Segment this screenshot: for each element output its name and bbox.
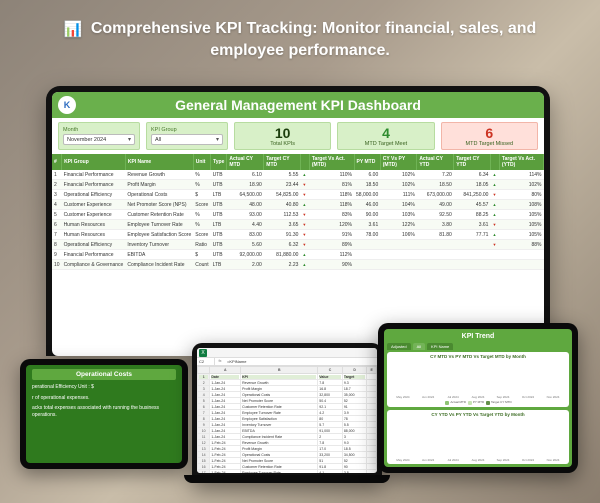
dashboard-header: K General Management KPI Dashboard xyxy=(52,92,544,118)
sheet-row[interactable]: 171-Feb-24Employee Turnover Rate4.13.8 xyxy=(198,470,377,474)
tablet-operational-costs: Operational Costs perational Efficiency … xyxy=(20,359,188,469)
formula-value[interactable]: =KPIName xyxy=(225,358,377,365)
month-filter-label: Month xyxy=(63,127,135,133)
trend-tab[interactable]: Adjusted xyxy=(387,343,411,350)
month-filter-value[interactable]: November 2024 ▾ xyxy=(63,134,135,145)
kpi-col-header[interactable]: Target CY YTD xyxy=(454,154,491,170)
bar-chart-icon: 📊 xyxy=(64,21,83,38)
x-axis-label: Aug 2024 xyxy=(467,458,489,462)
month-filter[interactable]: Month November 2024 ▾ xyxy=(58,122,140,150)
cell-reference[interactable]: C2 xyxy=(197,358,215,365)
x-axis-label: May 2024 xyxy=(392,458,414,462)
kpi-col-header[interactable]: Actual CY YTD xyxy=(417,154,454,170)
opcosts-line: acks total expenses associated with runn… xyxy=(32,405,176,418)
x-axis-label: Oct 2024 xyxy=(517,458,539,462)
table-row[interactable]: 1Financial PerformanceRevenue Growth%UTB… xyxy=(52,170,544,180)
trend-tab[interactable]: All xyxy=(413,343,425,350)
table-row[interactable]: 2Financial PerformanceProfit Margin%UTB1… xyxy=(52,180,544,190)
opcosts-line: r of operational expenses. xyxy=(32,395,176,402)
spreadsheet-screen: X C2 fx =KPIName ABCDE 1DateKPIValueTarg… xyxy=(197,348,377,473)
filters-row: Month November 2024 ▾ KPI Group All ▾ 10… xyxy=(52,118,544,154)
sheet-col-header[interactable]: D xyxy=(342,367,367,374)
table-row[interactable]: 10Compliance & GovernanceCompliance Inci… xyxy=(52,260,544,270)
kpigroup-filter[interactable]: KPI Group All ▾ xyxy=(146,122,228,150)
table-row[interactable]: 6Human ResourcesEmployee Turnover Rate%L… xyxy=(52,220,544,230)
opcosts-screen: Operational Costs perational Efficiency … xyxy=(26,365,182,463)
kpi-col-header[interactable] xyxy=(490,154,499,170)
excel-toolbar: X xyxy=(197,348,377,358)
trend-chart-mtd: CY MTD Vs PY MTD Vs Target MTD by Month … xyxy=(387,352,569,407)
fx-icon: fx xyxy=(215,358,225,365)
kpi-col-header[interactable]: KPI Name xyxy=(125,154,193,170)
main-laptop-frame: K General Management KPI Dashboard Month… xyxy=(46,86,550,356)
excel-icon: X xyxy=(199,349,207,357)
table-row[interactable]: 3Operational EfficiencyOperational Costs… xyxy=(52,190,544,200)
x-axis-label: Jun 2024 xyxy=(417,458,439,462)
chevron-down-icon: ▾ xyxy=(128,136,131,143)
trend-screen: KPI Trend Adjusted All KPI Name CY MTD V… xyxy=(384,329,572,467)
trend-tabs: Adjusted All KPI Name xyxy=(387,343,569,350)
dashboard-title: General Management KPI Dashboard xyxy=(175,97,421,113)
kpigroup-filter-value[interactable]: All ▾ xyxy=(151,134,223,145)
trend-tab[interactable]: KPI Name xyxy=(427,343,453,350)
brand-logo: K xyxy=(58,96,76,114)
kpi-col-header[interactable]: Unit xyxy=(193,154,210,170)
kpi-col-header[interactable] xyxy=(300,154,309,170)
kpi-col-header[interactable]: Target Vs Act. (MTD) xyxy=(309,154,354,170)
table-row[interactable]: 8Operational EfficiencyInventory Turnove… xyxy=(52,240,544,250)
table-row[interactable]: 5Customer ExperienceCustomer Retention R… xyxy=(52,210,544,220)
kpi-col-header[interactable]: PY MTD xyxy=(354,154,380,170)
table-row[interactable]: 4Customer ExperienceNet Promoter Score (… xyxy=(52,200,544,210)
sheet-col-header[interactable]: A xyxy=(210,367,241,374)
stat-mtd-missed: 6 MTD Target Missed xyxy=(441,122,538,150)
tablet-kpi-trend: KPI Trend Adjusted All KPI Name CY MTD V… xyxy=(378,323,578,473)
kpigroup-filter-label: KPI Group xyxy=(151,127,223,133)
sheet-col-header[interactable]: E xyxy=(367,367,377,374)
x-axis-label: Jul 2024 xyxy=(442,458,464,462)
kpi-col-header[interactable]: Target CY MTD xyxy=(264,154,301,170)
x-axis-label: Sep 2024 xyxy=(492,458,514,462)
table-row[interactable]: 7Human ResourcesEmployee Satisfaction Sc… xyxy=(52,230,544,240)
opcosts-title: Operational Costs xyxy=(32,369,176,380)
kpi-col-header[interactable]: Actual CY MTD xyxy=(227,154,264,170)
kpi-col-header[interactable]: # xyxy=(52,154,62,170)
trend-title: KPI Trend xyxy=(387,332,569,343)
spreadsheet-grid[interactable]: ABCDE 1DateKPIValueTarget21-Jan-24Revenu… xyxy=(197,366,377,473)
x-axis-label: Nov 2024 xyxy=(542,458,564,462)
sheet-col-header[interactable]: C xyxy=(318,367,343,374)
trend-chart-ytd: CY YTD Vs PY YTD Vs Target YTD by Month … xyxy=(387,410,569,465)
kpi-col-header[interactable]: Target Vs Act. (YTD) xyxy=(499,154,543,170)
dashboard-screen: K General Management KPI Dashboard Month… xyxy=(52,92,544,356)
kpi-col-header[interactable]: CY Vs PY (MTD) xyxy=(380,154,417,170)
sheet-col-header[interactable]: B xyxy=(241,367,318,374)
sheet-col-header[interactable] xyxy=(198,367,210,374)
chart-legend: Actual MTD PY MTD Target CY MTD xyxy=(390,399,566,404)
headline-text: Comprehensive KPI Tracking: Monitor fina… xyxy=(91,20,536,59)
kpi-col-header[interactable]: Type xyxy=(211,154,227,170)
opcosts-line: perational Efficiency Unit : $ xyxy=(32,384,176,391)
spreadsheet-laptop: X C2 fx =KPIName ABCDE 1DateKPIValueTarg… xyxy=(192,343,382,483)
stat-total-kpis: 10 Total KPIs xyxy=(234,122,331,150)
page-headline: 📊 Comprehensive KPI Tracking: Monitor fi… xyxy=(0,0,600,62)
chevron-down-icon: ▾ xyxy=(216,136,219,143)
kpi-col-header[interactable]: KPI Group xyxy=(62,154,126,170)
table-row[interactable]: 9Financial PerformanceEBITDA$UTB92,000.0… xyxy=(52,250,544,260)
stat-mtd-meet: 4 MTD Target Meet xyxy=(337,122,434,150)
formula-bar[interactable]: C2 fx =KPIName xyxy=(197,358,377,366)
